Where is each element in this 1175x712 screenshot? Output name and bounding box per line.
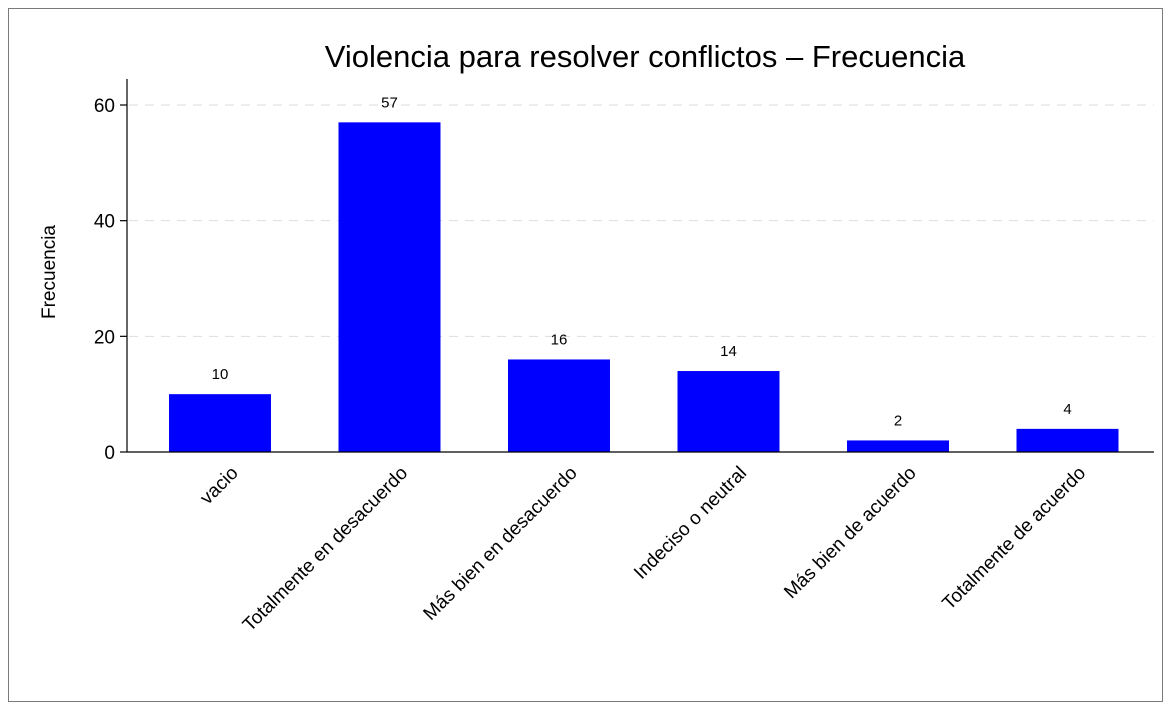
chart-frame: Violencia para resolver conflictos – Fre…: [8, 8, 1163, 702]
data-label: 57: [381, 94, 398, 111]
data-label: 16: [551, 331, 568, 348]
y-tick-label: 20: [94, 327, 115, 348]
gridlines: [129, 104, 1154, 337]
bar: [677, 371, 780, 452]
y-tick-label: 0: [104, 443, 115, 464]
data-labels: 10 57 16 14 2 4: [212, 94, 1072, 429]
y-axis-label: Frecuencia: [39, 225, 60, 319]
x-tick-label: vacio: [196, 463, 242, 509]
data-label: 2: [894, 412, 902, 429]
chart-title: Violencia para resolver conflictos – Fre…: [325, 39, 966, 74]
bar: [338, 122, 441, 452]
bar: [847, 440, 949, 452]
y-tick-labels: 0 20 40 60: [94, 96, 115, 464]
bars: [169, 122, 1119, 452]
x-tick-label: Más bien en desacuerdo: [420, 463, 582, 625]
x-tick-label: Indeciso o neutral: [630, 463, 751, 584]
bar-chart: Violencia para resolver conflictos – Fre…: [39, 39, 1154, 636]
data-label: 10: [212, 366, 229, 383]
bar: [508, 359, 610, 452]
bar: [169, 394, 271, 452]
x-tick-label: Totalmente de acuerdo: [939, 463, 1091, 615]
y-tick-label: 60: [94, 96, 115, 117]
x-tick-label: Más bien de acuerdo: [780, 463, 920, 603]
data-label: 14: [720, 343, 737, 360]
axes: [120, 79, 1154, 453]
bar: [1016, 428, 1119, 452]
data-label: 4: [1063, 401, 1071, 418]
x-tick-label: Totalmente en desacuerdo: [239, 463, 412, 636]
y-tick-label: 40: [94, 212, 115, 233]
